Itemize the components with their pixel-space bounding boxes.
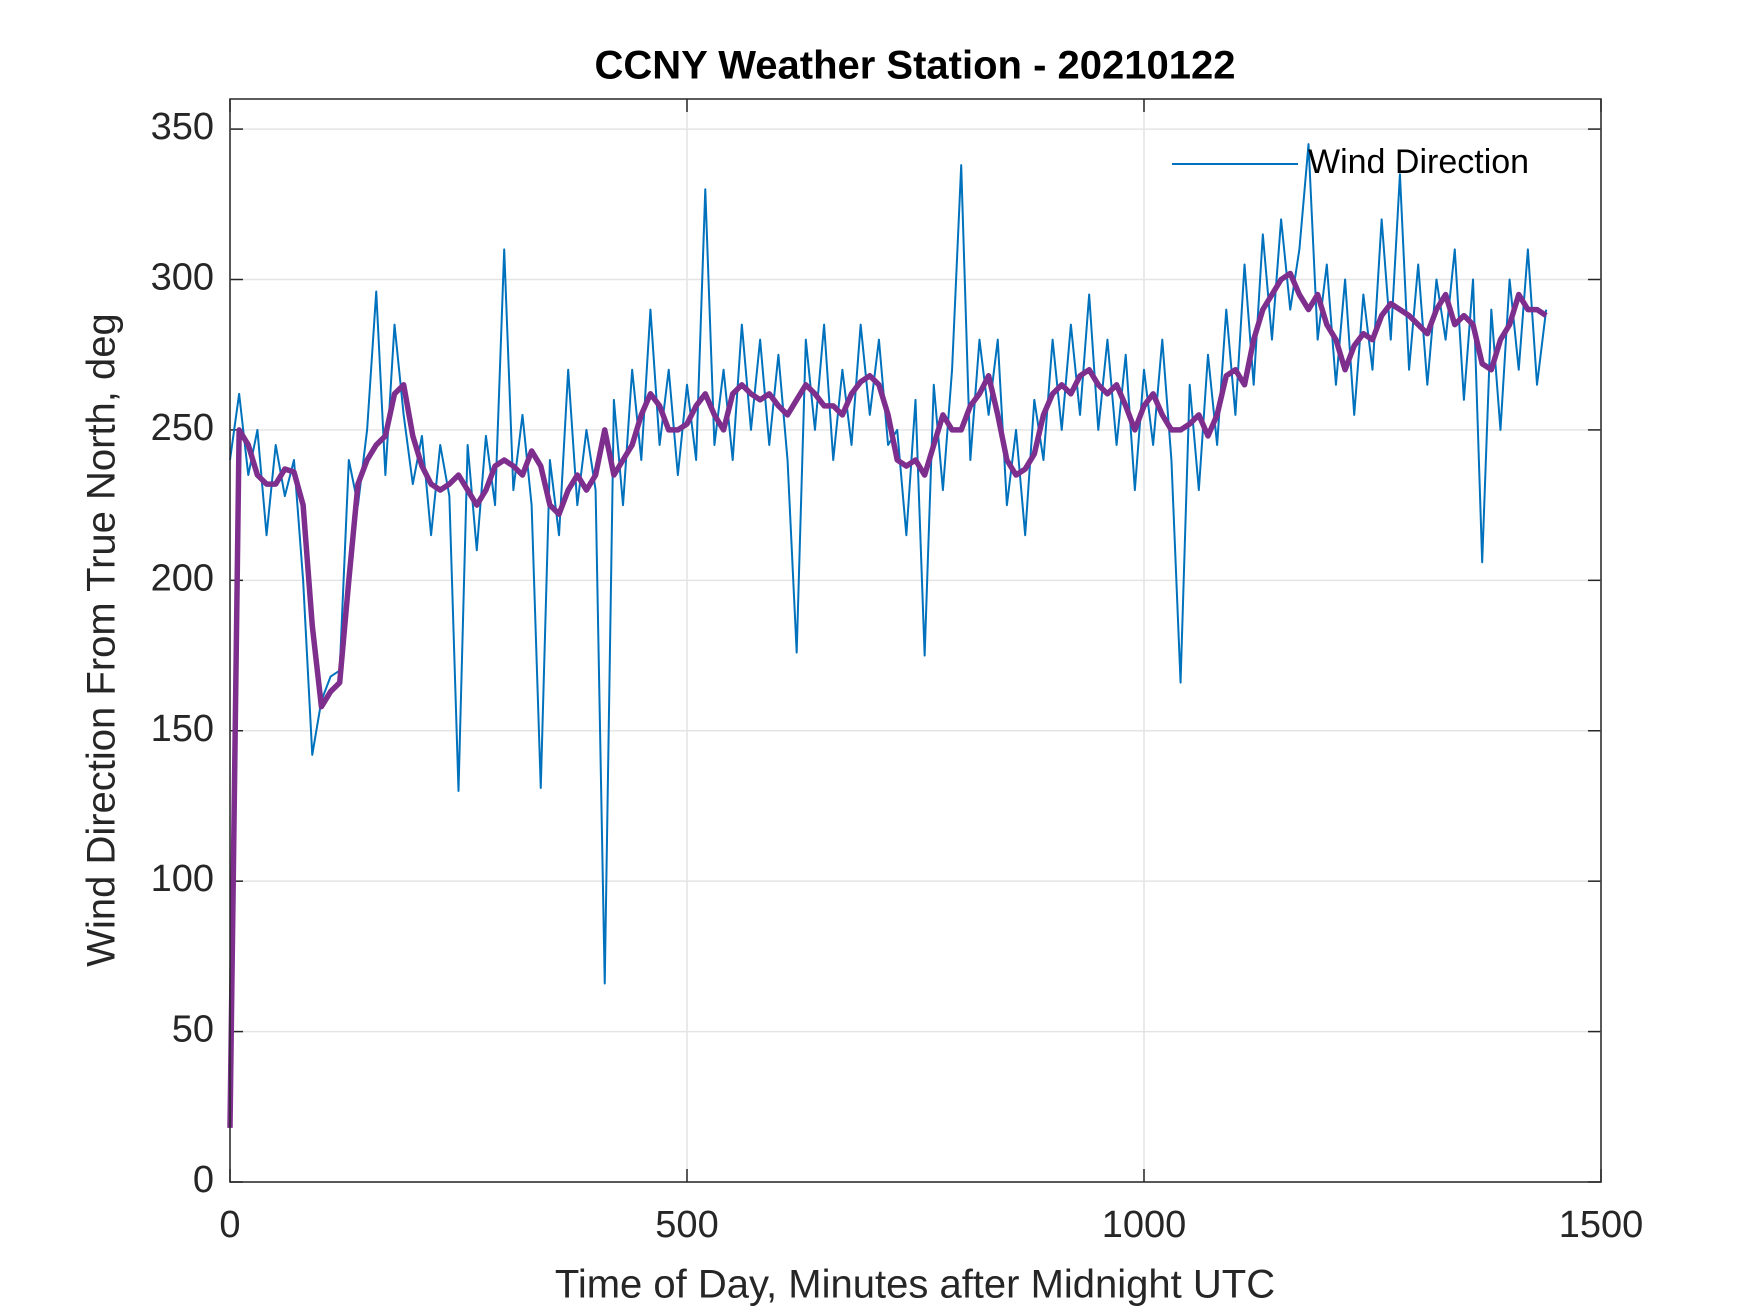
x-axis-label: Time of Day, Minutes after Midnight UTC bbox=[555, 1263, 1275, 1307]
y-tick-label: 200 bbox=[151, 557, 214, 599]
y-axis-label: Wind Direction From True North, deg bbox=[80, 313, 124, 967]
legend-label: Wind Direction bbox=[1308, 143, 1529, 181]
x-tick-label: 1500 bbox=[1559, 1204, 1644, 1246]
x-tick-label: 500 bbox=[655, 1204, 718, 1246]
plot-frame bbox=[229, 98, 1602, 1183]
y-tick-label: 100 bbox=[151, 858, 214, 900]
x-tick-label: 1000 bbox=[1102, 1204, 1187, 1246]
wind-direction-line bbox=[229, 143, 1548, 985]
y-tick-label: 150 bbox=[151, 708, 214, 750]
y-tick-label: 50 bbox=[172, 1009, 214, 1051]
x-tick-label: 0 bbox=[219, 1204, 240, 1246]
y-tick-label: 250 bbox=[151, 407, 214, 449]
y-tick-label: 350 bbox=[151, 106, 214, 148]
y-tick-label: 300 bbox=[151, 257, 214, 299]
y-tick-label: 0 bbox=[193, 1159, 214, 1201]
chart-title: CCNY Weather Station - 20210122 bbox=[595, 44, 1236, 88]
smoothed-line bbox=[227, 270, 1548, 1128]
